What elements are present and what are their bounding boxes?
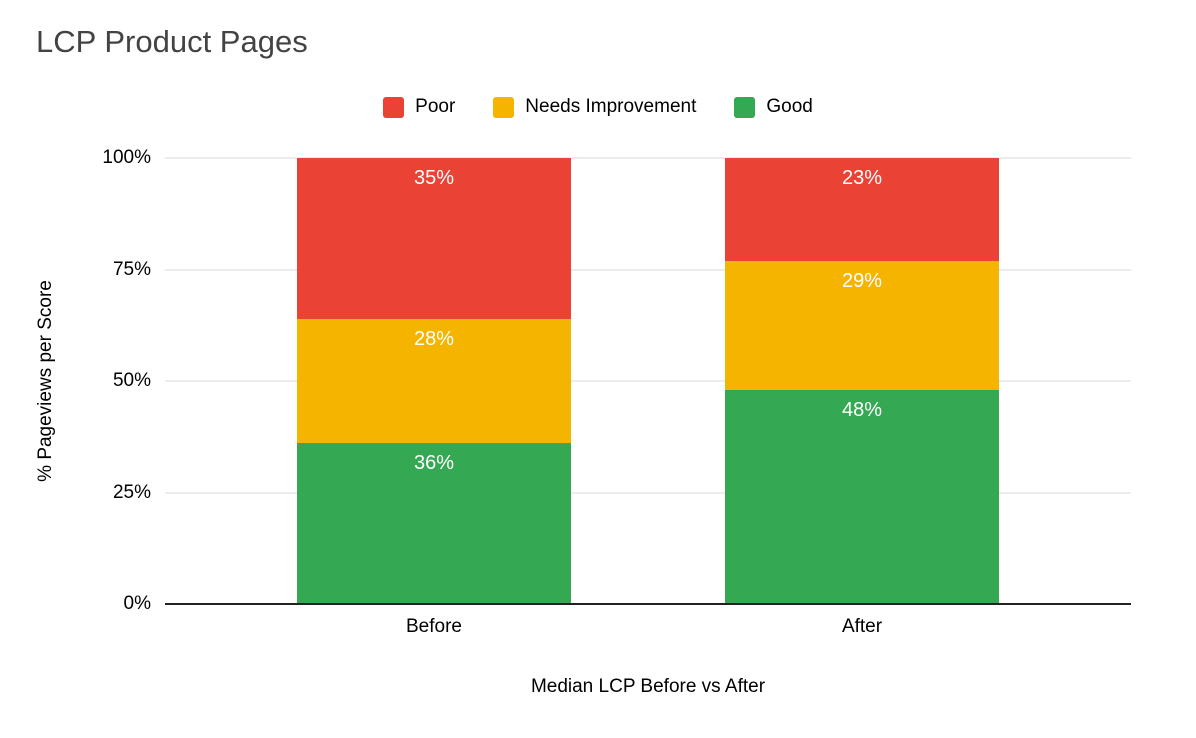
gridline-75 <box>165 269 1131 270</box>
y-tick-label-75: 75% <box>112 258 151 280</box>
bar-after: 23% 29% 48% <box>725 158 999 604</box>
plot-area: 35% 28% 36% 23% 29% 48% 0% 25% 50% 75% 100% <box>102 147 1131 614</box>
segment-good-before: 36% <box>297 443 571 604</box>
segment-poor-after: 23% <box>725 158 999 261</box>
data-label-poor-before: 35% <box>413 167 455 189</box>
legend-swatch-poor <box>383 96 405 118</box>
data-label-good-after: 48% <box>841 398 883 421</box>
data-label-poor-after: 23% <box>841 167 883 189</box>
data-label-needs-improvement-after: 29% <box>841 269 883 292</box>
legend-label-needs-improvement: Needs Improvement <box>525 96 697 117</box>
gridline-25 <box>165 492 1131 493</box>
gridline-100 <box>165 157 1131 159</box>
x-axis-tick-labels: Before After <box>165 616 1131 638</box>
legend-label-poor: Poor <box>415 96 456 117</box>
chart-title: LCP Product Pages <box>36 24 308 59</box>
bars-row: 35% 28% 36% 23% 29% 48% <box>165 158 1131 604</box>
bar-before: 35% 28% 36% <box>297 158 571 604</box>
y-tick-label-0: 0% <box>123 593 151 614</box>
legend-item-good: Good <box>734 96 813 118</box>
y-tick-label-100: 100% <box>102 147 151 168</box>
legend-item-poor: Poor <box>383 96 455 118</box>
y-tick-label-25: 25% <box>112 481 151 503</box>
segment-good-after: 48% <box>725 389 999 604</box>
x-tick-label-before: Before <box>406 616 462 637</box>
data-label-needs-improvement-before: 28% <box>413 327 455 350</box>
y-axis-title: % Pageviews per Score <box>35 280 56 482</box>
x-axis-title: Median LCP Before vs After <box>530 676 766 697</box>
data-label-good-before: 36% <box>413 452 455 475</box>
x-axis-baseline <box>165 603 1131 605</box>
legend-swatch-good <box>734 96 756 118</box>
y-tick-label-50: 50% <box>112 370 151 391</box>
segment-poor-before: 35% <box>297 158 571 319</box>
gridline-50 <box>165 380 1131 382</box>
segment-needs-improvement-before: 28% <box>297 318 571 444</box>
segment-needs-improvement-after: 29% <box>725 260 999 390</box>
x-tick-label-after: After <box>841 616 883 637</box>
legend-item-needs-improvement: Needs Improvement <box>493 96 696 118</box>
legend: Poor Needs Improvement Good <box>0 96 1196 118</box>
legend-label-good: Good <box>766 96 813 117</box>
legend-swatch-needs-improvement <box>493 96 515 118</box>
